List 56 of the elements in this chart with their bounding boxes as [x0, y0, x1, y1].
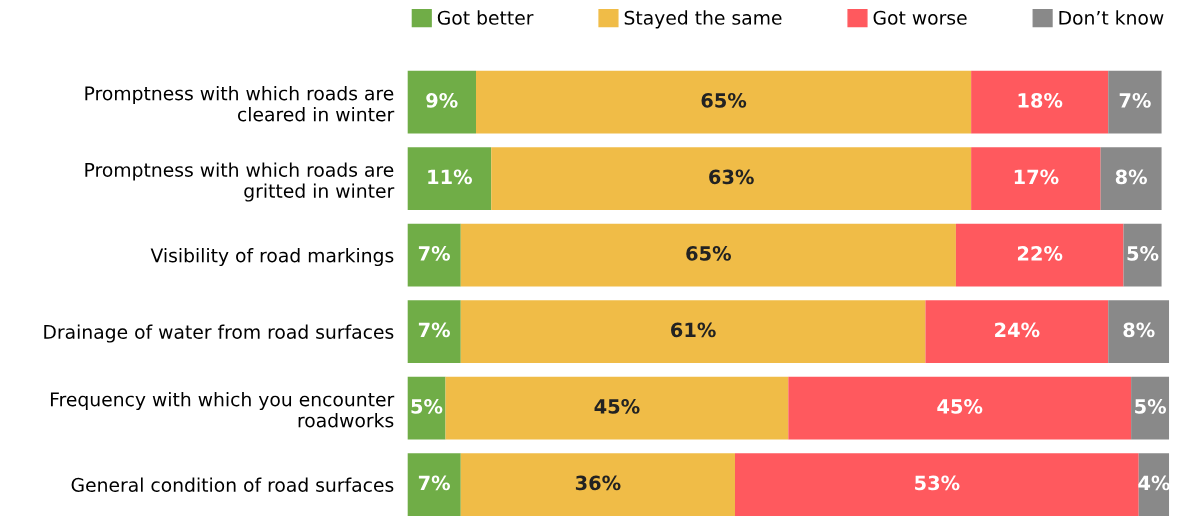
data-label: 7% [418, 246, 450, 261]
y-tick-label: Visibility of road markings [150, 247, 394, 267]
bar [788, 376, 1132, 440]
bar [1108, 300, 1170, 363]
y-tick-label: General condition of road surfaces [71, 477, 394, 492]
legend-label: Stayed the same [624, 10, 782, 29]
bar [491, 147, 972, 210]
bar [460, 223, 956, 287]
data-label: 53% [915, 475, 960, 491]
bar [1123, 223, 1162, 287]
data-label: 8% [1123, 322, 1155, 338]
bar [735, 453, 1139, 516]
legend-label: Got worse [873, 10, 967, 25]
data-label: 45% [937, 399, 983, 414]
legend-label: Don’t know [1059, 10, 1164, 25]
data-label: 18% [1018, 93, 1063, 108]
bar [407, 300, 461, 363]
bar [925, 300, 1109, 363]
data-label: 36% [575, 475, 621, 491]
data-label: 17% [1014, 169, 1059, 185]
data-label: 9% [426, 93, 458, 108]
data-label: 63% [709, 169, 754, 185]
bar [1131, 376, 1170, 440]
bar [1108, 70, 1162, 134]
bar [971, 147, 1101, 210]
data-label: 5% [1135, 399, 1167, 414]
bar [460, 453, 735, 516]
data-label: 7% [418, 322, 450, 338]
data-label: 24% [995, 322, 1040, 338]
bar [407, 147, 492, 210]
bar [407, 453, 461, 516]
bar [971, 70, 1109, 134]
data-label: 7% [418, 475, 450, 491]
bar [476, 70, 972, 134]
data-label: 61% [671, 322, 716, 338]
bar [955, 223, 1124, 287]
data-label: 11% [428, 169, 472, 185]
bar [407, 376, 446, 440]
data-label: 5% [411, 399, 443, 414]
y-tick-label: Promptness with which roads are gritted in winter [85, 162, 395, 202]
data-label: 22% [1017, 246, 1063, 261]
bar [460, 300, 926, 363]
data-label: 8% [1115, 169, 1147, 185]
data-label: 65% [686, 246, 731, 261]
bar [445, 376, 789, 440]
bar [1100, 147, 1162, 210]
y-tick-label: Drainage of water from road surfaces [44, 324, 394, 343]
data-label: 7% [1119, 93, 1151, 108]
y-tick-label: Promptness with which roads are cleared in winter [85, 85, 395, 122]
legend-label: Got better [437, 10, 534, 25]
data-label: 45% [594, 399, 640, 414]
data-label: 65% [701, 93, 747, 108]
y-tick-label: Frequency with which you encounter roadworks [50, 391, 395, 428]
bar [407, 223, 461, 287]
bar [407, 70, 476, 134]
data-label: 5% [1127, 246, 1159, 261]
